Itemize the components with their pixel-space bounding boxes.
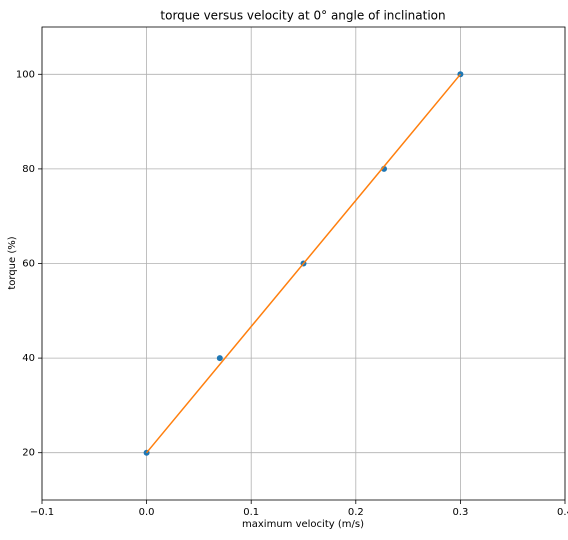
x-tick-label: 0.4 bbox=[557, 507, 568, 518]
y-tick-label: 60 bbox=[22, 259, 35, 270]
x-tick-label: 0.2 bbox=[348, 507, 364, 518]
plot-frame bbox=[41, 26, 566, 501]
y-tick-label: 20 bbox=[22, 448, 35, 459]
point bbox=[216, 355, 223, 362]
chart-title: torque versus velocity at 0° angle of in… bbox=[160, 9, 445, 23]
x-tick-label: 0.1 bbox=[243, 507, 259, 518]
y-tick-label: 80 bbox=[22, 164, 35, 175]
y-tick-label: 40 bbox=[22, 353, 35, 364]
line bbox=[146, 73, 461, 454]
x-tick-label: 0.0 bbox=[139, 507, 155, 518]
x-tick-label: −0.1 bbox=[30, 507, 54, 518]
x-tick-label: 0.3 bbox=[452, 507, 468, 518]
x-axis-label: maximum velocity (m/s) bbox=[242, 519, 364, 530]
y-tick-label: 100 bbox=[16, 69, 35, 80]
y-axis-label: torque (%) bbox=[7, 236, 18, 289]
